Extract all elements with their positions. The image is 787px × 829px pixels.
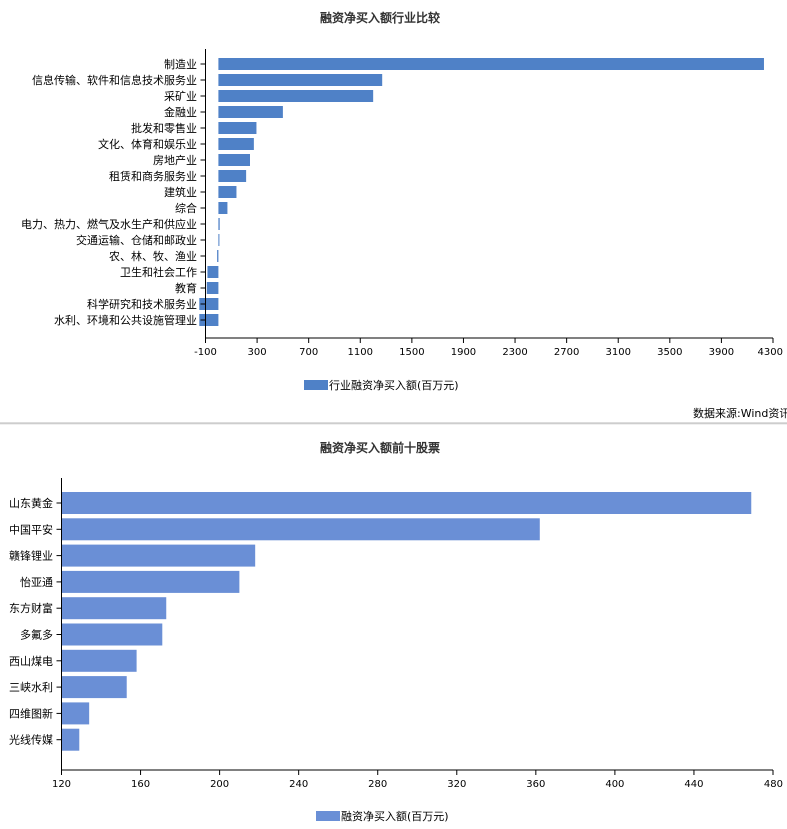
chart-1-bar xyxy=(218,154,250,166)
chart-2-x-tick-label: 400 xyxy=(605,779,624,790)
chart-1-bar xyxy=(218,202,228,214)
chart-2-bar xyxy=(61,492,752,514)
chart-2-legend-label: 融资净买入额(百万元) xyxy=(341,809,449,823)
chart-2-x-tick-label: 480 xyxy=(764,779,783,790)
chart-1-category-label: 金融业 xyxy=(164,105,197,119)
chart-2-category-label: 山东黄金 xyxy=(9,496,53,510)
chart-1-x-tick-label: 1900 xyxy=(451,347,476,358)
chart-1-bar xyxy=(199,314,219,326)
chart-1-category-label: 电力、热力、燃气及水生产和供应业 xyxy=(21,217,197,231)
chart-2-x-tick-label: 200 xyxy=(210,779,229,790)
chart-2-legend-swatch xyxy=(316,811,340,821)
chart-1-legend-label: 行业融资净买入额(百万元) xyxy=(329,378,459,392)
chart-2-category-label: 四维图新 xyxy=(9,706,53,720)
chart-1-bar xyxy=(199,298,219,310)
chart-1-bar xyxy=(207,266,219,278)
chart-1-x-tick-label: 700 xyxy=(299,347,318,358)
chart-1-bar xyxy=(218,218,220,230)
chart-1-x-tick-label: 1100 xyxy=(348,347,373,358)
chart-1-bar xyxy=(218,74,383,86)
chart-2-x-tick-label: 360 xyxy=(526,779,545,790)
chart-1-category-label: 建筑业 xyxy=(164,185,197,199)
chart-1-bar xyxy=(218,170,247,182)
chart-1-bar xyxy=(218,186,237,198)
chart-1-bar xyxy=(218,106,283,118)
chart-1-x-tick-label: 2300 xyxy=(502,347,527,358)
chart-2-bar xyxy=(61,623,163,646)
chart-1-x-tick-label: 3900 xyxy=(709,347,734,358)
chart-2-bar xyxy=(61,597,167,620)
source-note: 数据来源:Wind资讯 xyxy=(693,406,787,420)
chart-2-bar xyxy=(61,649,137,672)
chart-1-bar xyxy=(218,234,220,246)
chart-1-x-tick-label: 1500 xyxy=(399,347,424,358)
chart-1-category-label: 制造业 xyxy=(164,57,197,71)
chart-1-category-label: 房地产业 xyxy=(153,153,197,167)
chart-2-category-label: 三峡水利 xyxy=(9,680,53,694)
chart-1-bar xyxy=(218,122,257,134)
chart-1-title: 融资净买入额行业比较 xyxy=(320,10,440,25)
chart-1-x-tick-label: 2700 xyxy=(554,347,579,358)
chart-1-category-label: 交通运输、仓储和邮政业 xyxy=(76,233,197,247)
chart-2-x-tick-label: 320 xyxy=(447,779,466,790)
chart-1-x-tick-label: 3100 xyxy=(606,347,631,358)
chart-2-bar xyxy=(61,676,127,699)
chart-2-category-label: 怡亚通 xyxy=(20,575,53,589)
chart-1-category-label: 租赁和商务服务业 xyxy=(109,169,197,183)
chart-2-x-tick-label: 240 xyxy=(289,779,308,790)
chart-1-category-label: 水利、环境和公共设施管理业 xyxy=(54,313,197,327)
chart-1-category-label: 农、林、牧、渔业 xyxy=(109,249,197,263)
chart-1-category-label: 批发和零售业 xyxy=(131,121,197,135)
chart-2-x-tick-label: 440 xyxy=(684,779,703,790)
chart-2-category-label: 多氟多 xyxy=(20,628,53,642)
chart-2-category-label: 中国平安 xyxy=(9,522,53,536)
chart-1-category-label: 科学研究和技术服务业 xyxy=(87,297,197,311)
chart-2-title: 融资净买入额前十股票 xyxy=(320,440,440,455)
chart-1-bar xyxy=(218,138,254,150)
chart-2-x-tick-label: 280 xyxy=(368,779,387,790)
chart-2-bar xyxy=(61,570,240,593)
chart-1-x-tick-label: -100 xyxy=(194,347,217,358)
chart-1-category-label: 卫生和社会工作 xyxy=(120,265,197,279)
chart-2-category-label: 西山煤电 xyxy=(9,655,53,668)
chart-1-x-tick-label: 300 xyxy=(248,347,267,358)
chart-2-category-label: 光线传媒 xyxy=(9,733,53,747)
chart-1-legend-swatch xyxy=(304,380,328,390)
chart-2-category-label: 赣锋锂业 xyxy=(9,549,53,563)
chart-1-bar xyxy=(218,58,764,70)
chart-2-bar xyxy=(61,518,540,541)
chart-1-category-label: 文化、体育和娱乐业 xyxy=(98,137,197,151)
chart-1-category-label: 综合 xyxy=(175,201,197,215)
chart-2-bar xyxy=(61,544,256,567)
chart-1-category-label: 信息传输、软件和信息技术服务业 xyxy=(32,73,197,87)
chart-1-x-tick-label: 4300 xyxy=(758,347,783,358)
chart-2-bar xyxy=(61,728,80,751)
chart-2-x-tick-label: 160 xyxy=(131,779,150,790)
chart-1-category-label: 采矿业 xyxy=(164,90,197,103)
chart-1-bar xyxy=(217,250,219,262)
chart-2-category-label: 东方财富 xyxy=(9,601,53,615)
chart-1-bar xyxy=(206,282,219,294)
chart-2-x-tick-label: 120 xyxy=(52,779,71,790)
chart-1-category-label: 教育 xyxy=(175,281,197,295)
chart-2-bar xyxy=(61,702,90,725)
chart-1-x-tick-label: 3500 xyxy=(657,347,682,358)
chart-1-bar xyxy=(218,90,374,102)
